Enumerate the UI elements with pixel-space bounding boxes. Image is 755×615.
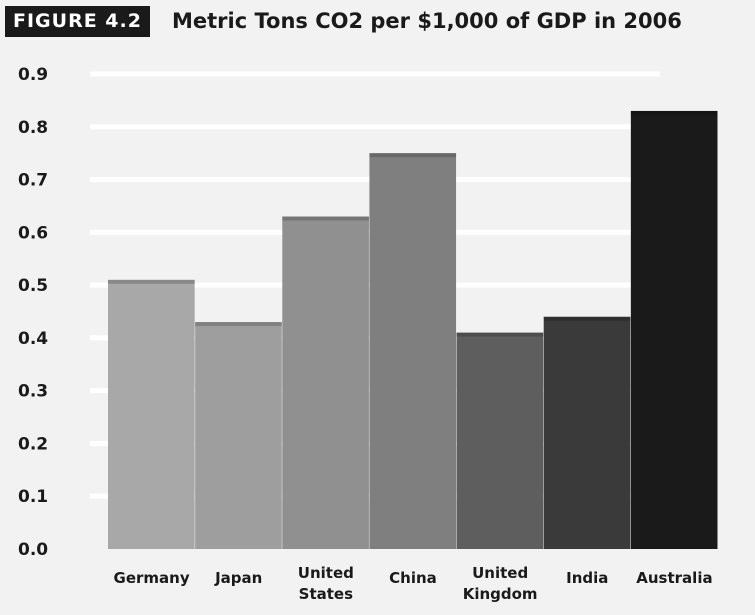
x-category-label: Australia <box>636 569 712 587</box>
bar-top-edge <box>369 153 457 158</box>
y-tick-label: 0.2 <box>18 434 48 454</box>
bar-united-states <box>282 216 369 549</box>
x-category-label: United <box>472 564 528 582</box>
bar-united-kingdom <box>456 332 544 549</box>
bar-top-edge <box>108 279 195 284</box>
bar-top-edge <box>630 110 718 115</box>
figure-label: FIGURE 4.2 <box>5 6 150 37</box>
bar-top-edge <box>282 216 369 221</box>
bar-top-edge <box>195 322 282 327</box>
y-tick-label: 0.7 <box>18 171 48 191</box>
y-tick-label: 0.3 <box>18 382 48 402</box>
y-tick-label: 0.6 <box>18 223 48 243</box>
x-category-label: China <box>389 569 437 587</box>
y-tick-label: 0.9 <box>18 65 48 85</box>
y-tick-label: 0.4 <box>18 329 48 349</box>
y-tick-label: 0.0 <box>18 540 48 560</box>
x-category-label: Japan <box>214 569 262 587</box>
x-category-label: India <box>566 569 608 587</box>
y-tick-label: 0.8 <box>18 118 48 138</box>
bar-top-edge <box>456 332 544 337</box>
x-category-label: Germany <box>114 569 190 587</box>
chart-title: Metric Tons CO2 per $1,000 of GDP in 200… <box>172 9 682 33</box>
bar-india <box>543 316 631 549</box>
bar-australia <box>630 110 718 549</box>
x-category-label: Kingdom <box>463 585 538 603</box>
x-category-label: United <box>298 564 354 582</box>
x-category-label: States <box>299 585 353 603</box>
y-tick-label: 0.5 <box>18 276 48 296</box>
y-tick-label: 0.1 <box>18 487 48 507</box>
bar-china <box>369 153 457 549</box>
bar-top-edge <box>543 316 631 321</box>
bar-germany <box>108 279 195 549</box>
bar-japan <box>195 322 282 549</box>
